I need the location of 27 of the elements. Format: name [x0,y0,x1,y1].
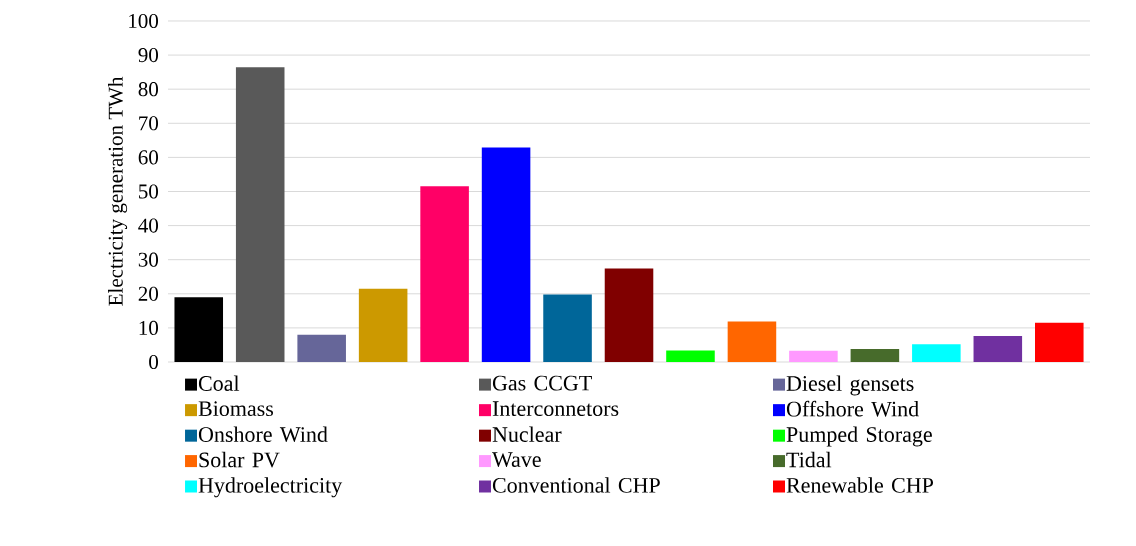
legend-label: Pumped Storage [786,426,932,447]
legend-label: Interconnetors [492,401,619,416]
legend-label: Gas CCGT [492,375,592,391]
legend-label: Conventional CHP [492,477,660,493]
y-tick-label: 50 [139,184,159,199]
legend-label: Tidal [786,451,832,468]
legend-label: Solar PV [199,451,280,468]
y-tick-label: 10 [139,320,159,335]
y-tick-label: 100 [129,13,159,29]
legend-label: Onshore Wind [198,426,328,443]
y-tick-label: 90 [138,48,159,63]
legend-label: Wave [492,452,541,468]
y-tick-label: 40 [138,218,159,233]
y-tick-label: 80 [138,82,159,97]
y-axis-title: Electricity generation TWh [108,76,128,306]
legend-label: Coal [198,375,240,391]
legend-label: Offshore Wind [786,400,919,417]
y-tick-label: 0 [149,354,159,370]
legend-label: Renewable CHP [786,477,934,493]
y-tick-label: 30 [138,252,159,267]
y-tick-label: 20 [138,286,159,301]
legend-label: Hydroelectricity [198,477,343,498]
legend-label: Diesel gensets [786,375,914,396]
y-tick-label: 60 [138,150,159,165]
legend-label: Biomass [198,401,274,417]
y-tick-label: 70 [139,116,159,131]
legend-label: Nuclear [492,426,562,442]
